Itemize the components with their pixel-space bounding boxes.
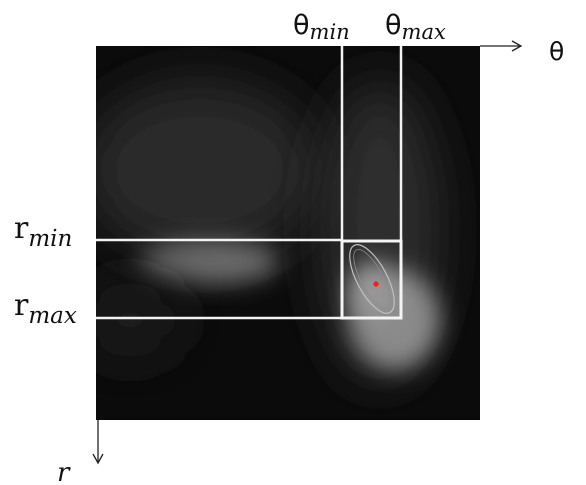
window-ellipse-inner (353, 249, 391, 309)
window-ellipse (349, 244, 395, 314)
center-point (373, 281, 379, 287)
r-max-label: rmax (14, 288, 77, 329)
r-min-label: rmin (14, 211, 72, 252)
theta-axis-label: θ (549, 37, 564, 66)
theta-axis (480, 40, 523, 52)
r-axis (92, 420, 104, 465)
window-box (340, 239, 403, 320)
r-axis-label: r (57, 458, 71, 485)
theta-max-label: θmax (385, 10, 446, 44)
theta-min-label: θmin (293, 10, 350, 44)
polar-image (96, 46, 480, 420)
